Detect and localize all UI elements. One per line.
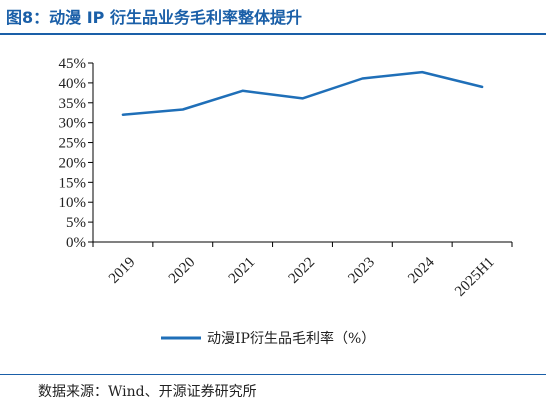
line-chart: 0% 5% 10% 15% 20% 25% 30% 35% 40% 45% 2019 2020 202…	[59, 56, 513, 347]
x-tick-label: 2024	[405, 254, 438, 287]
x-tick-label: 2019	[106, 254, 139, 287]
series-line	[121, 70, 484, 116]
x-tick-label: 2023	[345, 254, 378, 287]
chart-title: 图8：动漫 IP 衍生品业务毛利率整体提升	[6, 8, 302, 27]
y-tick-label: 15%	[59, 175, 87, 191]
y-tick-label: 0%	[66, 235, 86, 251]
title-divider	[0, 33, 546, 35]
x-axis: 2019 2020 2021 2022 2023 2024 2025H1	[92, 241, 513, 300]
y-tick-label: 35%	[59, 96, 87, 112]
y-tick-label: 45%	[59, 56, 87, 72]
y-tick-label: 5%	[66, 215, 86, 231]
x-tick-label: 2021	[226, 254, 259, 287]
y-tick-label: 40%	[59, 76, 87, 92]
x-tick-label: 2022	[286, 254, 319, 287]
y-tick-label: 25%	[59, 136, 87, 152]
footer-divider	[0, 374, 546, 375]
source-note: 数据来源：Wind、开源证券研究所	[38, 384, 257, 400]
legend-label: 动漫IP衍生品毛利率（%）	[207, 330, 375, 347]
y-tick-label: 10%	[59, 195, 87, 211]
x-tick-label: 2025H1	[452, 254, 497, 299]
x-tick-label: 2020	[166, 254, 199, 287]
y-tick-label: 30%	[59, 116, 87, 132]
series-layer	[121, 70, 484, 116]
legend: 动漫IP衍生品毛利率（%）	[161, 330, 375, 347]
y-axis: 0% 5% 10% 15% 20% 25% 30% 35% 40% 45%	[59, 56, 94, 251]
y-tick-label: 20%	[59, 155, 87, 171]
